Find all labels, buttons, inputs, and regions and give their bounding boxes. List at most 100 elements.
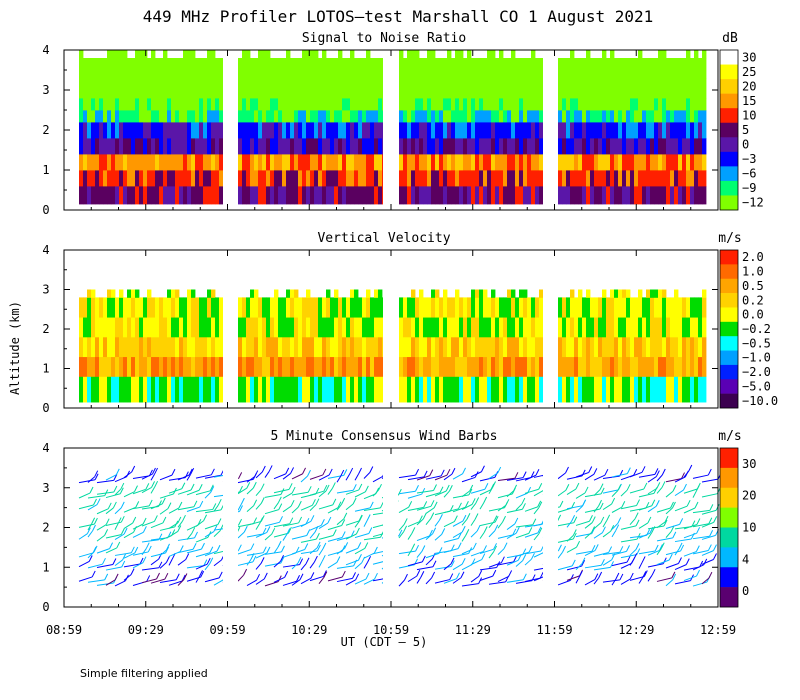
velocity-cell xyxy=(103,297,108,318)
snr-cell xyxy=(199,58,204,79)
snr-cell xyxy=(606,98,611,111)
wind-barb-flag xyxy=(218,571,223,579)
snr-cell xyxy=(694,98,699,111)
velocity-cell xyxy=(618,336,623,358)
velocity-cell xyxy=(302,356,307,377)
snr-cell xyxy=(147,98,152,111)
snr-cell xyxy=(582,122,587,139)
wind-barb xyxy=(629,559,635,566)
velocity-cell xyxy=(250,356,255,377)
snr-cell xyxy=(131,138,136,155)
snr-cell xyxy=(107,110,112,123)
snr-cell xyxy=(163,78,168,99)
snr-cell xyxy=(258,122,263,139)
velocity-cell xyxy=(654,336,659,358)
snr-cell xyxy=(183,78,188,99)
velocity-cell xyxy=(294,376,299,403)
snr-cell xyxy=(598,170,603,187)
snr-cell xyxy=(246,50,251,59)
snr-cell xyxy=(503,98,508,111)
snr-cell xyxy=(642,122,647,139)
velocity-cell xyxy=(407,317,412,338)
snr-cell xyxy=(294,154,299,171)
wind-barb xyxy=(443,563,452,571)
wind-barb xyxy=(309,490,324,496)
snr-cell xyxy=(123,98,128,111)
snr-cell xyxy=(443,170,448,187)
snr-cell xyxy=(415,78,420,99)
velocity-cell xyxy=(358,376,363,403)
wind-barb xyxy=(398,550,416,555)
velocity-cell xyxy=(350,317,355,338)
snr-cell xyxy=(199,154,204,171)
wind-barb xyxy=(87,523,93,531)
snr-cell xyxy=(650,186,655,205)
wind-barb-flag xyxy=(121,560,126,568)
snr-cell xyxy=(455,170,460,187)
wind-barb xyxy=(96,582,114,586)
wind-barb xyxy=(336,547,345,555)
snr-cell xyxy=(423,186,428,205)
velocity-cell xyxy=(358,297,363,318)
snr-cell xyxy=(479,78,484,99)
velocity-cell xyxy=(298,336,303,358)
velocity-cell xyxy=(135,356,140,377)
wind-barb-flag xyxy=(299,573,304,580)
velocity-cell xyxy=(262,376,267,403)
velocity-cell xyxy=(447,317,452,338)
snr-cell xyxy=(187,138,192,155)
snr-cell xyxy=(195,170,200,187)
velocity-cell xyxy=(682,356,687,377)
snr-cell xyxy=(475,170,480,187)
velocity-cell xyxy=(443,336,448,358)
snr-cell xyxy=(111,58,116,79)
snr-cell xyxy=(491,186,496,205)
snr-cell xyxy=(171,138,176,155)
velocity-cell xyxy=(594,336,599,358)
velocity-cell xyxy=(483,356,488,377)
snr-cell xyxy=(650,58,655,79)
snr-cell xyxy=(610,170,615,187)
snr-cell xyxy=(286,138,291,155)
wind-barb-flag xyxy=(535,469,540,476)
velocity-cell xyxy=(523,297,528,318)
snr-cell xyxy=(318,154,323,171)
snr-cell xyxy=(290,98,295,111)
y-tick-label: 3 xyxy=(42,283,49,297)
velocity-cell xyxy=(630,356,635,377)
wind-barb-flag xyxy=(449,504,454,512)
wind-barb-flag xyxy=(146,575,151,582)
velocity-cell xyxy=(191,356,196,377)
velocity-cell xyxy=(467,317,472,338)
velocity-cell xyxy=(527,376,532,403)
wind-barb-flag xyxy=(194,531,198,539)
wind-barb xyxy=(255,563,262,570)
snr-cell xyxy=(427,138,432,155)
snr-cell xyxy=(662,186,667,205)
snr-cell xyxy=(447,110,452,123)
snr-cell xyxy=(143,58,148,79)
velocity-cell xyxy=(471,289,476,298)
snr-cell xyxy=(495,170,500,187)
wind-barb xyxy=(683,532,697,539)
velocity-cell xyxy=(103,376,108,403)
snr-cell xyxy=(111,138,116,155)
snr-cell xyxy=(155,78,160,99)
wind-barb xyxy=(524,558,532,566)
wind-barb xyxy=(141,486,152,494)
snr-cell xyxy=(374,78,379,99)
snr-cell xyxy=(91,98,96,111)
wind-barb-flag xyxy=(352,484,357,491)
wind-barb xyxy=(255,503,262,510)
snr-cell xyxy=(282,58,287,79)
wind-barb-flag xyxy=(433,484,437,491)
snr-field xyxy=(79,50,707,205)
snr-cell xyxy=(415,138,420,155)
snr-cell xyxy=(519,122,524,139)
snr-cell xyxy=(139,154,144,171)
velocity-cell xyxy=(511,336,516,358)
wind-barb-flag xyxy=(672,485,677,492)
wind-barb xyxy=(96,534,105,542)
wind-barb-flag xyxy=(508,570,513,577)
snr-cell xyxy=(491,78,496,99)
